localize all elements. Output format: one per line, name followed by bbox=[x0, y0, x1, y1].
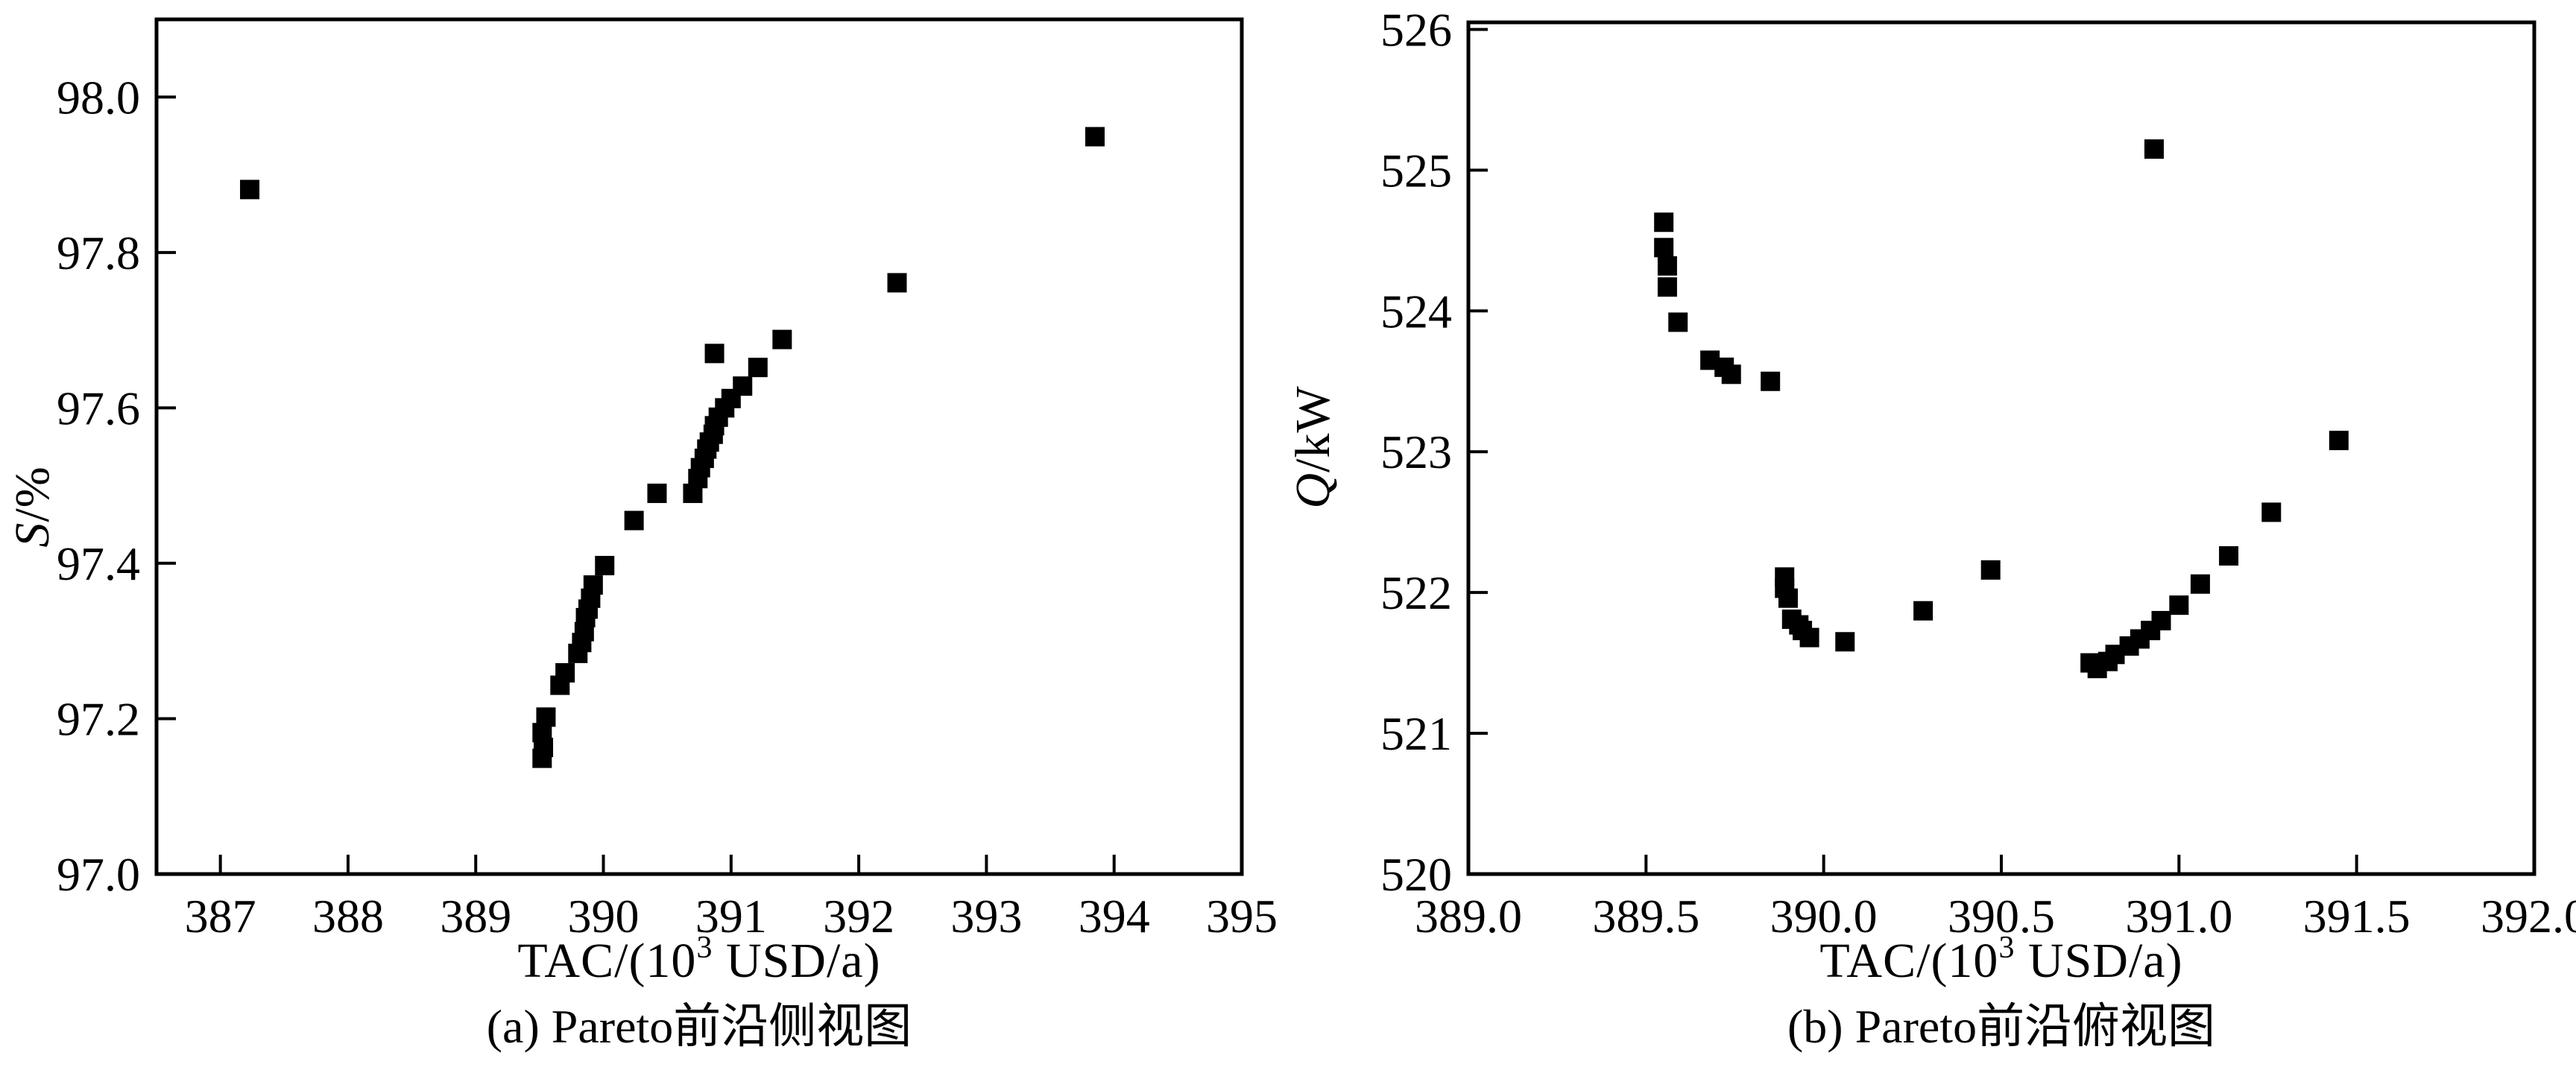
x-tick-label: 390 bbox=[568, 890, 640, 943]
data-point bbox=[550, 675, 570, 695]
data-point bbox=[240, 180, 260, 200]
data-point bbox=[2329, 431, 2349, 451]
data-point bbox=[1721, 364, 1741, 384]
chart-b-x-title-post: USD/a) bbox=[2015, 934, 2183, 988]
data-point bbox=[2169, 595, 2189, 615]
data-point bbox=[2190, 574, 2210, 594]
x-tick-label: 391.0 bbox=[2125, 890, 2232, 943]
chart-b-x-axis-title: TAC/(103 USD/a) bbox=[1468, 930, 2534, 988]
chart-a-x-title-post: USD/a) bbox=[713, 934, 881, 988]
data-point bbox=[1654, 238, 1674, 258]
data-point bbox=[1657, 277, 1677, 297]
chart-b-y-title-symbol: Q bbox=[1286, 472, 1340, 509]
chart-b-x-title-pre: TAC/(10 bbox=[1819, 934, 1999, 988]
chart-b-caption: (b) Pareto前沿俯视图 bbox=[1787, 1000, 2216, 1053]
y-tick-label: 97.6 bbox=[57, 382, 140, 434]
y-tick-label: 526 bbox=[1380, 3, 1452, 56]
x-tick-label: 391 bbox=[695, 890, 767, 943]
data-point bbox=[1835, 632, 1855, 652]
x-tick-label: 390.0 bbox=[1770, 890, 1878, 943]
data-point bbox=[532, 748, 552, 768]
data-point bbox=[683, 484, 703, 504]
y-tick-label: 520 bbox=[1380, 848, 1452, 901]
chart-b: 389.0 389.5 390.0 390.5 391.0 391.5 392.0 520 52… bbox=[1380, 3, 2576, 943]
y-tick-label: 98.0 bbox=[57, 71, 140, 124]
x-tick-label: 389.5 bbox=[1592, 890, 1699, 943]
y-tick-label: 524 bbox=[1380, 285, 1452, 338]
data-point bbox=[1085, 127, 1105, 147]
x-tick-label: 389 bbox=[440, 890, 511, 943]
x-tick-label: 387 bbox=[185, 890, 256, 943]
chart-a: 387 388 389 390 391 392 393 394 395 97.0 97.2 97.4 9… bbox=[57, 17, 1278, 943]
chart-b-y-title-unit: /kW bbox=[1286, 385, 1340, 472]
x-tick-label: 394 bbox=[1079, 890, 1150, 943]
data-point bbox=[2219, 546, 2239, 566]
x-tick-label: 390.5 bbox=[1948, 890, 2055, 943]
x-tick-label: 395 bbox=[1206, 890, 1278, 943]
data-point bbox=[1657, 256, 1677, 276]
data-point bbox=[1778, 588, 1798, 608]
data-point bbox=[748, 358, 768, 378]
data-point bbox=[647, 484, 667, 504]
chart-a-x-title-pre: TAC/(10 bbox=[517, 934, 697, 988]
data-point bbox=[624, 510, 644, 531]
data-point bbox=[595, 556, 615, 576]
data-point bbox=[1761, 371, 1781, 391]
data-point bbox=[2144, 139, 2164, 159]
x-tick-label: 391.5 bbox=[2303, 890, 2411, 943]
data-point bbox=[2261, 502, 2282, 522]
data-point bbox=[1913, 601, 1933, 621]
x-tick-label: 389.0 bbox=[1415, 890, 1522, 943]
y-tick-label: 523 bbox=[1380, 425, 1452, 478]
chart-a-y-axis-title: S/% bbox=[4, 466, 61, 547]
y-tick-label: 525 bbox=[1380, 144, 1452, 197]
data-point bbox=[2151, 610, 2171, 630]
data-point bbox=[1799, 627, 1819, 648]
data-point bbox=[772, 329, 792, 349]
x-tick-label: 392 bbox=[823, 890, 894, 943]
data-point bbox=[568, 643, 588, 663]
data-point bbox=[1654, 212, 1674, 232]
y-tick-label: 97.2 bbox=[57, 692, 140, 745]
x-tick-label: 393 bbox=[950, 890, 1022, 943]
chart-a-x-title-sup: 3 bbox=[696, 931, 713, 965]
x-tick-label: 392.0 bbox=[2481, 890, 2576, 943]
chart-a-x-axis-title: TAC/(103 USD/a) bbox=[157, 930, 1242, 988]
data-point bbox=[704, 344, 724, 364]
y-tick-label: 97.0 bbox=[57, 848, 140, 901]
chart-a-y-title-symbol: S bbox=[5, 522, 60, 548]
data-point bbox=[887, 273, 907, 293]
data-point bbox=[1668, 312, 1688, 332]
y-tick-label: 522 bbox=[1380, 566, 1452, 619]
chart-a-y-title-unit: /% bbox=[5, 466, 60, 522]
chart-a-caption: (a) Pareto前沿侧视图 bbox=[486, 1000, 912, 1053]
y-tick-label: 97.4 bbox=[57, 537, 140, 590]
chart-b-x-title-sup: 3 bbox=[1998, 931, 2015, 965]
y-tick-label: 521 bbox=[1380, 707, 1452, 760]
plot-border bbox=[154, 17, 1244, 876]
chart-b-y-axis-title: Q/kW bbox=[1285, 385, 1342, 508]
data-point bbox=[1980, 560, 2001, 580]
y-tick-label: 97.8 bbox=[57, 227, 140, 279]
x-tick-label: 388 bbox=[312, 890, 384, 943]
plot-border bbox=[1466, 20, 2536, 876]
